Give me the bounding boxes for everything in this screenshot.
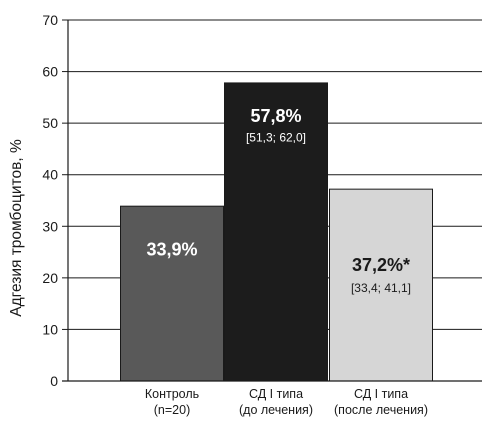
bars <box>120 82 433 382</box>
y-tick-label: 50 <box>42 115 58 131</box>
bar <box>224 82 328 382</box>
y-tick-label: 70 <box>42 12 58 28</box>
y-tick-label: 0 <box>50 373 58 389</box>
x-category-label: СД I типа <box>249 387 303 401</box>
y-tick-label: 60 <box>42 64 58 80</box>
y-tick-labels: 0 10 20 30 40 50 60 70 <box>42 12 58 389</box>
x-category-label: СД I типа <box>354 387 408 401</box>
x-category-labels: Контроль (n=20) СД I типа (до лечения) СД I … <box>145 387 428 417</box>
axes <box>62 19 482 382</box>
ci-label: [33,4; 41,1] <box>351 281 411 295</box>
y-tick-label: 10 <box>42 321 58 337</box>
value-label: 37,2%* <box>352 255 410 275</box>
x-category-label: (n=20) <box>154 403 190 417</box>
value-label: 33,9% <box>146 240 197 260</box>
y-axis-label: Адгезия тромбоцитов, % <box>8 139 25 317</box>
x-category-label: (после лечения) <box>334 403 428 417</box>
y-tick-label: 40 <box>42 167 58 183</box>
x-category-label: (до лечения) <box>239 403 313 417</box>
y-tick-label: 20 <box>42 270 58 286</box>
bar <box>120 205 224 382</box>
ci-label: [51,3; 62,0] <box>246 131 306 145</box>
y-tick-label: 30 <box>42 218 58 234</box>
x-category-label: Контроль <box>145 387 199 401</box>
value-labels: 33,9% 57,8% [51,3; 62,0] 37,2%* [33,4; 41,1] <box>146 106 411 295</box>
value-label: 57,8% <box>250 106 301 126</box>
